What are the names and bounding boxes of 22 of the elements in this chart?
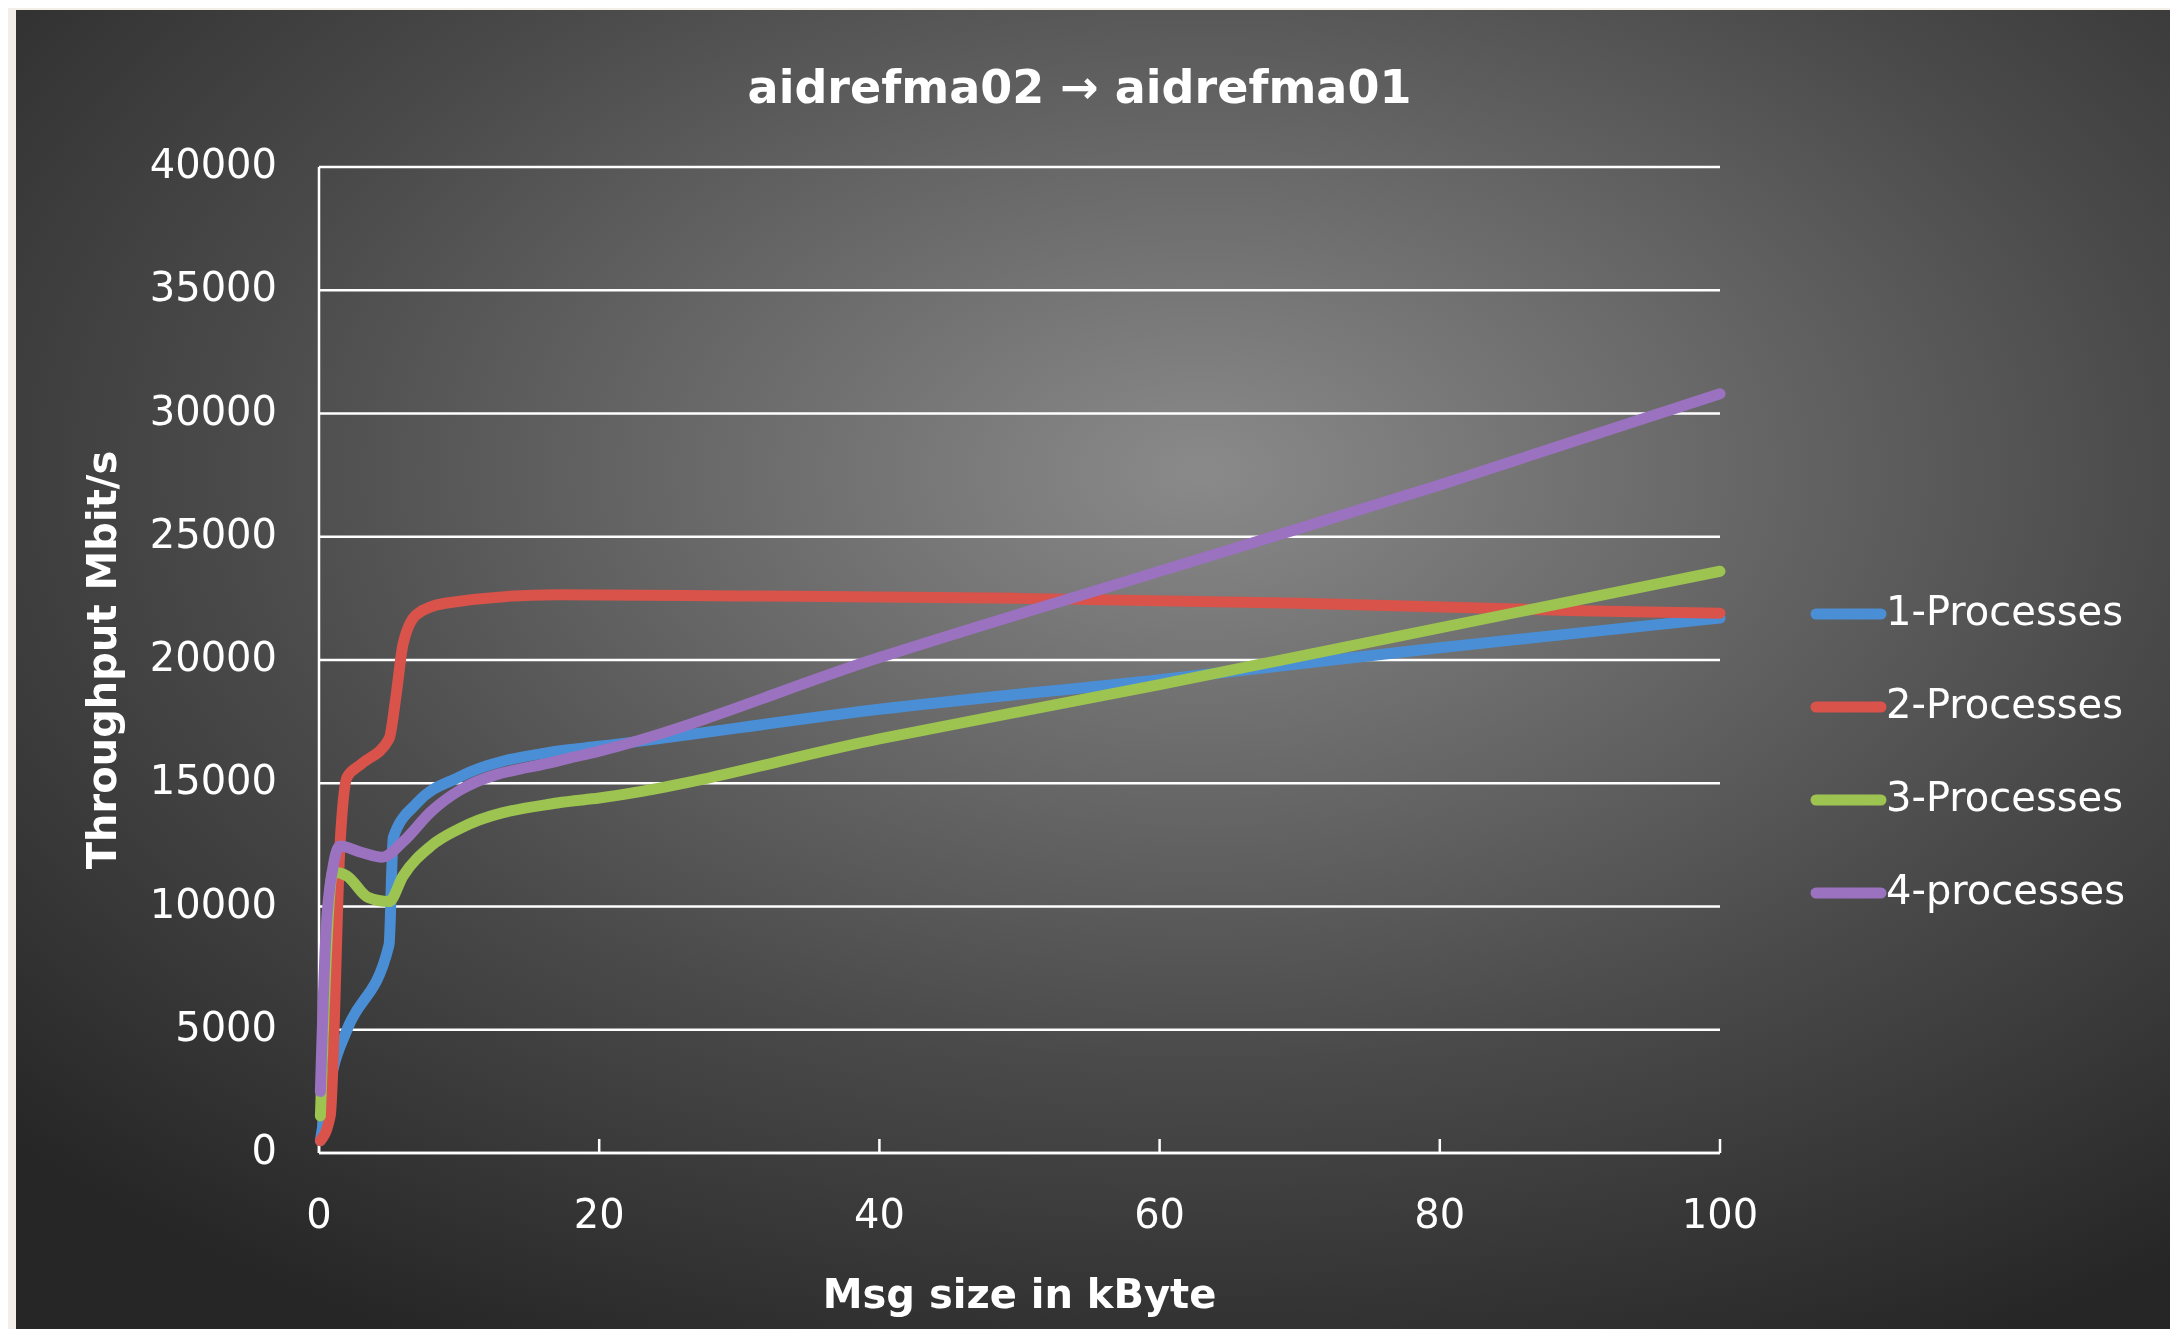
y-tick-label: 35000	[149, 264, 277, 311]
y-tick-label: 25000	[149, 510, 277, 557]
x-tick-label: 60	[1134, 1191, 1186, 1237]
y-tick-label: 5000	[175, 1003, 277, 1050]
x-tick-label: 0	[306, 1191, 332, 1237]
x-tick-label: 80	[1414, 1191, 1466, 1237]
y-tick-label: 40000	[149, 141, 277, 187]
x-tick-label: 100	[1681, 1191, 1759, 1237]
x-tick-label: 20	[573, 1191, 625, 1237]
x-axis-title: Msg size in kByte	[822, 1271, 1217, 1317]
legend-label: 3-Processes	[1886, 774, 2124, 820]
y-tick-label: 15000	[149, 757, 277, 804]
legend-label: 4-processes	[1886, 867, 2126, 913]
x-tick-label: 40	[853, 1191, 905, 1237]
y-axis-title: Throughput Mbit/s	[79, 450, 125, 870]
legend-label: 2-Processes	[1886, 681, 2124, 727]
y-tick-label: 10000	[149, 880, 277, 927]
chart-title: aidrefma02 → aidrefma01	[747, 60, 1412, 114]
y-tick-label: 20000	[149, 634, 277, 680]
legend-label: 1-Processes	[1886, 588, 2124, 634]
y-tick-label: 0	[251, 1127, 277, 1173]
y-tick-label: 30000	[149, 387, 277, 434]
